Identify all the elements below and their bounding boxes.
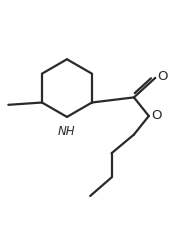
- Text: NH: NH: [58, 125, 75, 138]
- Text: O: O: [158, 70, 168, 84]
- Text: O: O: [151, 109, 161, 122]
